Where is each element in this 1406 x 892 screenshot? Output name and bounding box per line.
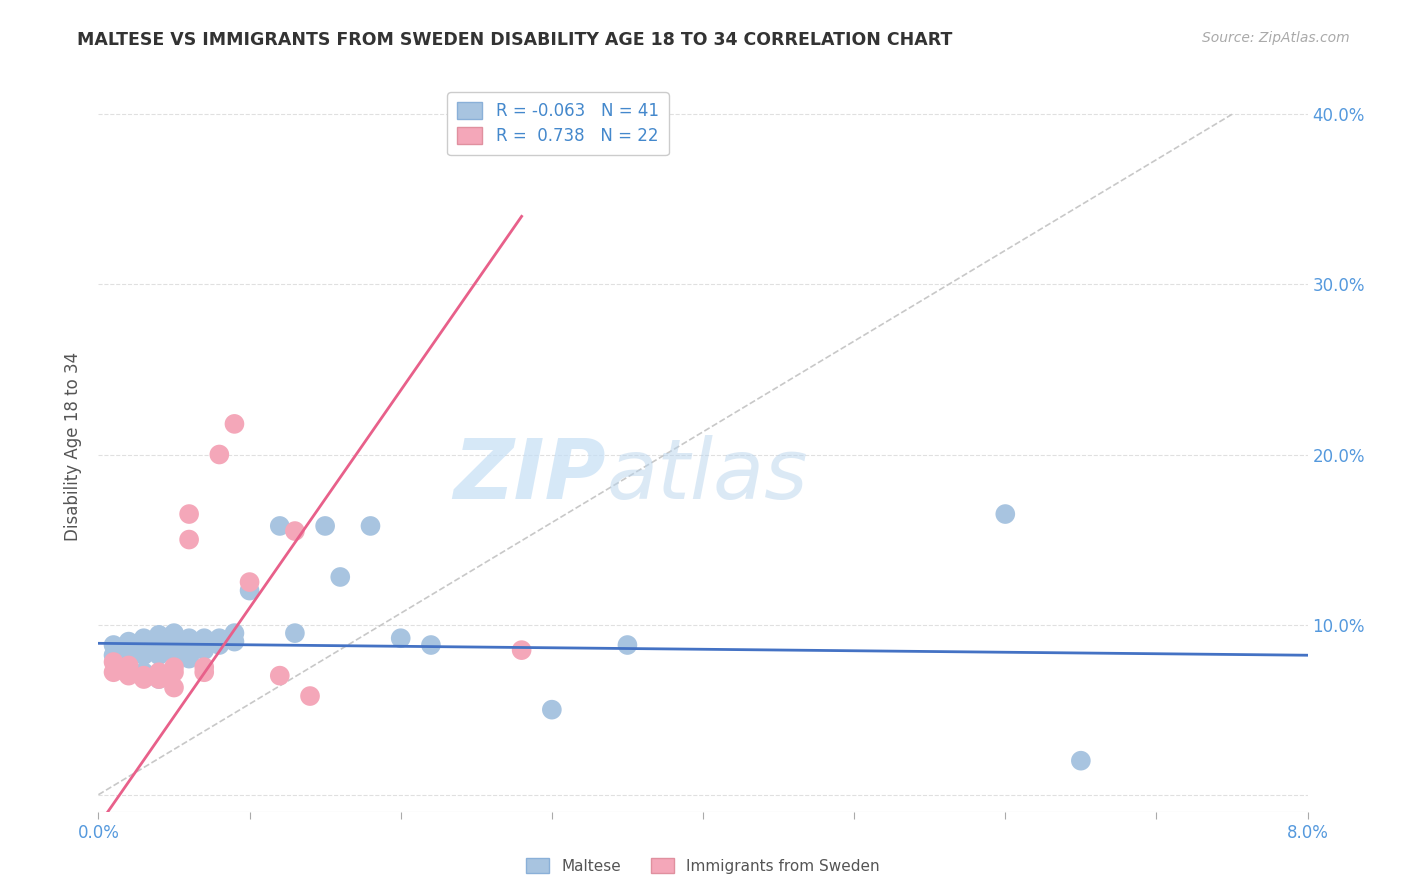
Point: [163, 638, 186, 652]
Text: Source: ZipAtlas.com: Source: ZipAtlas.com: [1202, 31, 1350, 45]
Legend: Maltese, Immigrants from Sweden: Maltese, Immigrants from Sweden: [520, 852, 886, 880]
Point: [994, 507, 1017, 521]
Point: [224, 626, 246, 640]
Point: [179, 533, 201, 547]
Point: [132, 668, 155, 682]
Point: [132, 672, 155, 686]
Point: [163, 626, 186, 640]
Point: [163, 665, 186, 680]
Point: [132, 648, 155, 663]
Point: [179, 631, 201, 645]
Point: [329, 570, 352, 584]
Point: [103, 665, 125, 680]
Point: [193, 638, 215, 652]
Point: [510, 643, 533, 657]
Point: [208, 631, 231, 645]
Point: [239, 583, 262, 598]
Point: [193, 631, 215, 645]
Point: [163, 681, 186, 695]
Point: [132, 638, 155, 652]
Text: ZIP: ZIP: [454, 434, 606, 516]
Point: [103, 638, 125, 652]
Point: [224, 634, 246, 648]
Point: [148, 628, 170, 642]
Point: [103, 655, 125, 669]
Point: [118, 641, 141, 656]
Point: [118, 658, 141, 673]
Point: [132, 631, 155, 645]
Point: [239, 575, 262, 590]
Point: [193, 665, 215, 680]
Point: [179, 651, 201, 665]
Point: [193, 643, 215, 657]
Legend: R = -0.063   N = 41, R =  0.738   N = 22: R = -0.063 N = 41, R = 0.738 N = 22: [447, 92, 669, 155]
Point: [103, 648, 125, 663]
Point: [118, 655, 141, 669]
Point: [540, 703, 562, 717]
Point: [163, 647, 186, 661]
Point: [163, 634, 186, 648]
Point: [299, 689, 322, 703]
Point: [179, 638, 201, 652]
Point: [148, 665, 170, 680]
Point: [118, 634, 141, 648]
Point: [269, 519, 291, 533]
Point: [616, 638, 638, 652]
Point: [179, 507, 201, 521]
Point: [389, 631, 412, 645]
Point: [118, 668, 141, 682]
Text: atlas: atlas: [606, 434, 808, 516]
Point: [284, 626, 307, 640]
Point: [132, 641, 155, 656]
Point: [148, 648, 170, 663]
Point: [163, 660, 186, 674]
Point: [314, 519, 336, 533]
Point: [420, 638, 443, 652]
Point: [269, 668, 291, 682]
Point: [148, 672, 170, 686]
Point: [284, 524, 307, 538]
Point: [1070, 754, 1092, 768]
Point: [193, 660, 215, 674]
Point: [208, 448, 231, 462]
Y-axis label: Disability Age 18 to 34: Disability Age 18 to 34: [65, 351, 83, 541]
Point: [148, 634, 170, 648]
Point: [360, 519, 382, 533]
Point: [132, 665, 155, 680]
Point: [148, 672, 170, 686]
Text: MALTESE VS IMMIGRANTS FROM SWEDEN DISABILITY AGE 18 TO 34 CORRELATION CHART: MALTESE VS IMMIGRANTS FROM SWEDEN DISABI…: [77, 31, 953, 49]
Point: [148, 638, 170, 652]
Point: [208, 638, 231, 652]
Point: [224, 417, 246, 431]
